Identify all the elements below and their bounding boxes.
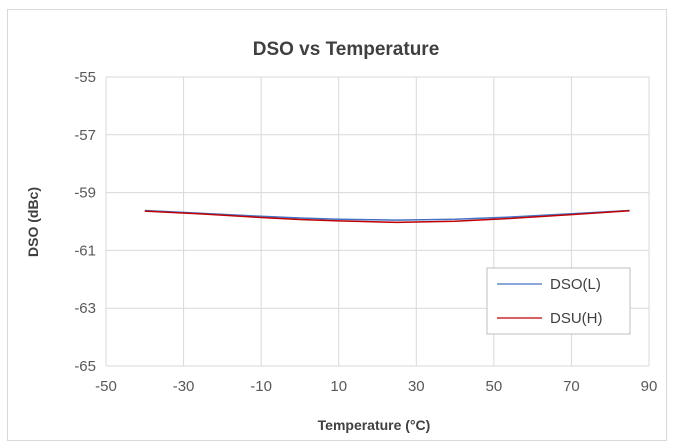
y-tick-label: -65	[74, 358, 96, 375]
y-tick-label: -61	[74, 242, 96, 259]
legend-label-dso-l: DSO(L)	[550, 276, 601, 293]
legend: DSO(L) DSU(H)	[486, 267, 631, 335]
line-chart: DSO vs Temperature -55 -57 -59 -61 -63 -65 -5…	[25, 39, 657, 433]
y-tick-label: -63	[74, 300, 96, 317]
x-tick-label: 50	[486, 378, 503, 395]
chart-title: DSO vs Temperature	[253, 39, 440, 60]
x-axis-title: Temperature (°C)	[318, 417, 431, 433]
y-axis-title: DSO (dBc)	[25, 187, 41, 257]
x-tick-label: -10	[250, 378, 272, 395]
legend-label-dsu-h: DSU(H)	[550, 310, 603, 327]
series-line-dso-l	[144, 209, 630, 221]
x-tick-label: 90	[641, 378, 658, 395]
x-tick-label: 30	[408, 378, 425, 395]
x-tick-label: -50	[95, 378, 117, 395]
legend-box	[486, 267, 631, 335]
x-tick-label: 10	[330, 378, 347, 395]
chart-area: DSO vs Temperature -55 -57 -59 -61 -63 -65 -5…	[7, 9, 667, 441]
series-lines	[144, 209, 630, 224]
series-line-dsu-h	[144, 210, 630, 224]
y-tick-label: -57	[74, 127, 96, 144]
y-tick-label: -55	[74, 69, 96, 86]
x-tick-label: 70	[563, 378, 580, 395]
x-tick-label: -30	[173, 378, 195, 395]
y-tick-label: -59	[74, 185, 96, 202]
y-axis-ticks: -55 -57 -59 -61 -63 -65	[74, 69, 96, 375]
x-axis-ticks: -50 -30 -10 10 30 50 70 90	[95, 378, 657, 395]
